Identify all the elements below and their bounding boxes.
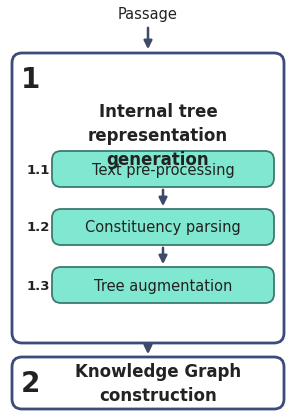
FancyBboxPatch shape: [52, 209, 274, 245]
Text: Internal tree
representation
generation: Internal tree representation generation: [88, 102, 228, 169]
Text: 1.2: 1.2: [26, 221, 50, 234]
FancyBboxPatch shape: [12, 357, 284, 409]
Text: Tree augmentation: Tree augmentation: [94, 278, 232, 293]
Text: Knowledge Graph
construction: Knowledge Graph construction: [75, 362, 241, 404]
Text: 1: 1: [20, 66, 40, 94]
Text: 1.1: 1.1: [26, 163, 50, 176]
FancyBboxPatch shape: [52, 267, 274, 303]
Text: Passage: Passage: [118, 7, 178, 21]
Text: Text pre-processing: Text pre-processing: [92, 162, 234, 177]
Text: Constituency parsing: Constituency parsing: [85, 220, 241, 235]
Text: 1.3: 1.3: [26, 279, 50, 292]
FancyBboxPatch shape: [12, 54, 284, 343]
FancyBboxPatch shape: [52, 152, 274, 188]
Text: 2: 2: [20, 369, 40, 397]
